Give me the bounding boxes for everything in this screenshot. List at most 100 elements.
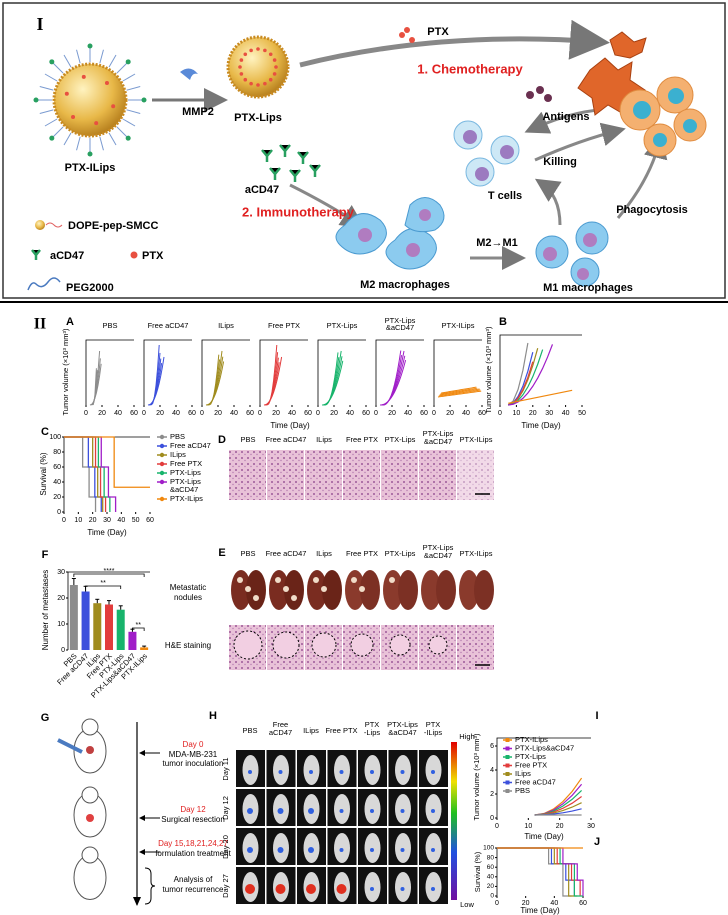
label: Free [273, 720, 288, 729]
label: aCD47 [245, 184, 279, 196]
label: Day 27 [221, 874, 230, 898]
peg [126, 109, 141, 114]
label: PTX-ILips [442, 321, 475, 330]
label: -ILips [424, 728, 443, 737]
label: 60 [188, 410, 196, 417]
tumor [86, 746, 94, 754]
lung-photo [474, 570, 494, 610]
signal [306, 884, 316, 894]
peg [116, 126, 128, 138]
peg [52, 62, 64, 74]
label: 60 [362, 410, 370, 417]
label: 30 [103, 517, 111, 524]
bar [116, 609, 125, 650]
label: 60 [478, 410, 486, 417]
label: PBS [102, 321, 117, 330]
label: Day 15,18,21,24,27 [158, 839, 228, 848]
antibody [33, 97, 39, 103]
label: 0 [57, 509, 61, 516]
label: 0 [62, 517, 66, 524]
label: 80 [53, 449, 61, 456]
peg [126, 86, 141, 91]
drug [272, 72, 277, 76]
axis [496, 737, 591, 818]
legend-marker [159, 452, 165, 458]
label: F [42, 549, 49, 561]
label: aCD47 [50, 250, 84, 262]
drug [104, 81, 109, 86]
label: Metastatic [170, 583, 206, 592]
label: 0 [490, 815, 494, 822]
label: 20 [522, 900, 530, 907]
label: Free aCD47 [170, 441, 211, 450]
label: 50 [132, 517, 140, 524]
label: PTX [426, 720, 441, 729]
label: M1 macrophages [543, 282, 633, 294]
histology-image [343, 450, 380, 500]
mouse [242, 755, 259, 785]
label: PTX-ILips [170, 494, 203, 503]
metastasis-outline [350, 633, 374, 657]
label: 30 [545, 410, 553, 417]
label: 100 [483, 845, 494, 852]
label: PTX-Lips [327, 321, 358, 330]
mouse [303, 755, 320, 785]
mouse [364, 794, 381, 824]
legend-marker [505, 746, 510, 751]
label: 20 [272, 410, 280, 417]
growth-curve [325, 352, 339, 406]
growth-curve [208, 354, 220, 406]
label: 20 [98, 410, 106, 417]
mean-curve [508, 344, 554, 406]
peg [108, 132, 117, 146]
brace [144, 867, 156, 905]
antibody [49, 135, 55, 141]
resection [86, 814, 94, 822]
signal [431, 770, 435, 774]
peg [122, 118, 136, 127]
drug [243, 77, 248, 82]
label: A [66, 316, 74, 328]
signal [275, 884, 286, 894]
label: aCD47 [269, 728, 292, 737]
label: PTX [142, 250, 164, 262]
nodule [245, 586, 251, 592]
antibody [141, 97, 147, 103]
histology-image [305, 450, 342, 500]
label: 60 [53, 464, 61, 471]
drug [239, 72, 244, 76]
label: ILips [515, 769, 531, 778]
peg [52, 126, 64, 138]
peg [99, 136, 104, 151]
label: PTX-ILips [65, 162, 116, 174]
drug [239, 58, 244, 62]
label: M2 macrophages [360, 279, 450, 291]
label: PTX-ILips [460, 549, 493, 558]
axis [375, 339, 424, 405]
label: Free PTX [325, 726, 357, 735]
peg [108, 54, 117, 68]
peg [122, 73, 136, 82]
drug [268, 52, 273, 57]
bar [105, 604, 113, 650]
peg [116, 62, 128, 74]
label: Time (Day) [521, 421, 561, 430]
metastasis-outline [233, 630, 263, 660]
growth-curve [438, 389, 481, 397]
label: PTX-Lips [515, 752, 546, 761]
label: T cells [488, 190, 522, 202]
mouse [364, 833, 381, 863]
label: H [209, 710, 217, 722]
mouse [364, 755, 381, 785]
label: Time (Day) [520, 906, 560, 915]
label: 20 [446, 410, 454, 417]
label: 100 [49, 434, 61, 441]
lung-photo [398, 570, 418, 610]
scheme-art [27, 19, 707, 291]
label: -Lips [364, 728, 381, 737]
legend-marker [159, 461, 165, 467]
bar [81, 591, 90, 650]
signal [400, 809, 405, 813]
label: 20 [529, 410, 537, 417]
